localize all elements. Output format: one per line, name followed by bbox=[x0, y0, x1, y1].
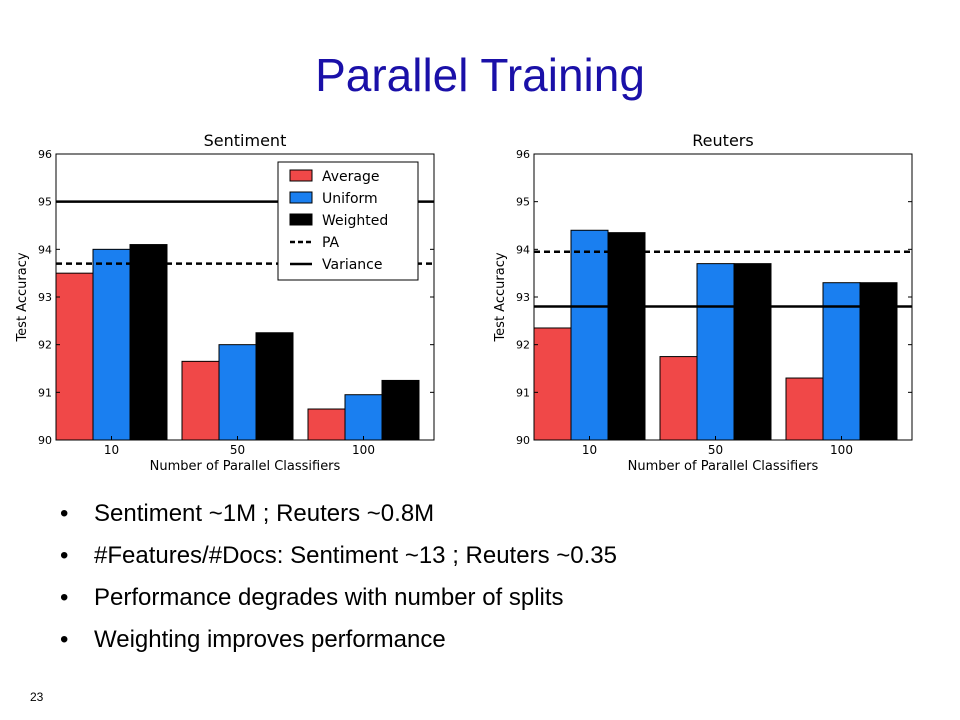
sentiment-legend-label: Uniform bbox=[322, 191, 378, 207]
sentiment-legend-swatch-uniform bbox=[289, 191, 313, 204]
sentiment-bar-uniform-100 bbox=[344, 394, 383, 441]
reuters-bar-uniform-50 bbox=[696, 263, 735, 441]
reuters-x-tick-label: 50 bbox=[708, 443, 723, 457]
reuters-bar-average-50 bbox=[659, 356, 698, 441]
reuters-y-axis-label: Test Accuracy bbox=[493, 252, 508, 342]
bullet-item: Sentiment ~1M ; Reuters ~0.8M bbox=[60, 500, 617, 528]
sentiment-chart: 10 50 100 90 91 92 93 94 95 96 Sentiment Number of … bbox=[6, 118, 476, 480]
reuters-y-tick-label: 96 bbox=[516, 148, 530, 161]
reuters-chart: 10 50 100 90 91 92 93 94 95 96 Reuters Number of Pa… bbox=[484, 118, 954, 480]
slide-title: Parallel Training bbox=[315, 49, 645, 101]
reuters-y-tick-label: 95 bbox=[516, 196, 530, 209]
sentiment-y-tick-label: 94 bbox=[38, 243, 52, 256]
reuters-bar-uniform-100 bbox=[822, 282, 861, 441]
reuters-y-tick-label: 90 bbox=[516, 434, 530, 447]
sentiment-y-axis-label: Test Accuracy bbox=[15, 252, 30, 342]
sentiment-y-tick-label: 90 bbox=[38, 434, 52, 447]
sentiment-legend-label: Weighted bbox=[322, 213, 388, 229]
reuters-y-tick-label: 92 bbox=[516, 339, 530, 352]
sentiment-x-tick-label: 50 bbox=[230, 443, 245, 457]
sentiment-legend-label: Average bbox=[322, 169, 380, 185]
sentiment-y-tick-label: 91 bbox=[38, 386, 52, 399]
reuters-y-tick-label: 94 bbox=[516, 243, 530, 256]
sentiment-bar-average-100 bbox=[307, 408, 346, 441]
reuters-bar-average-100 bbox=[785, 377, 824, 441]
sentiment-bar-average-10 bbox=[55, 272, 94, 441]
reuters-x-tick-label: 10 bbox=[582, 443, 597, 457]
reuters-bar-weighted-50 bbox=[733, 263, 772, 441]
reuters-x-axis-label: Number of Parallel Classifiers bbox=[628, 459, 819, 474]
sentiment-x-axis-label: Number of Parallel Classifiers bbox=[150, 459, 341, 474]
sentiment-bar-weighted-50 bbox=[255, 332, 294, 441]
bullet-item: Performance degrades with number of spli… bbox=[60, 584, 617, 612]
reuters-bar-uniform-10 bbox=[570, 229, 609, 441]
sentiment-legend-label: PA bbox=[322, 235, 340, 251]
reuters-bar-weighted-10 bbox=[607, 232, 646, 441]
page-number: 23 bbox=[30, 690, 44, 704]
sentiment-x-tick-label: 100 bbox=[352, 443, 375, 457]
sentiment-bar-weighted-100 bbox=[381, 379, 420, 441]
sentiment-title: Sentiment bbox=[204, 131, 287, 150]
bullet-item: #Features/#Docs: Sentiment ~13 ; Reuters… bbox=[60, 542, 617, 570]
sentiment-legend-swatch-average bbox=[289, 169, 313, 182]
reuters-bar-weighted-100 bbox=[859, 282, 898, 441]
reuters-chart-svg: 10 50 100 90 91 92 93 94 95 96 Reuters Number of Pa… bbox=[493, 131, 913, 474]
sentiment-bar-weighted-10 bbox=[129, 244, 168, 441]
sentiment-bar-uniform-10 bbox=[92, 248, 131, 441]
reuters-x-tick-label: 100 bbox=[830, 443, 853, 457]
sentiment-bar-average-50 bbox=[181, 360, 220, 441]
sentiment-bar-uniform-50 bbox=[218, 344, 257, 441]
reuters-title: Reuters bbox=[692, 131, 753, 150]
sentiment-legend-swatch-weighted bbox=[289, 213, 313, 226]
reuters-y-tick-label: 91 bbox=[516, 386, 530, 399]
reuters-y-tick-label: 93 bbox=[516, 291, 530, 304]
bullet-item: Weighting improves performance bbox=[60, 626, 617, 654]
sentiment-x-tick-label: 10 bbox=[104, 443, 119, 457]
sentiment-y-tick-label: 93 bbox=[38, 291, 52, 304]
bullet-list: Sentiment ~1M ; Reuters ~0.8M #Features/… bbox=[60, 500, 617, 668]
sentiment-chart-svg: 10 50 100 90 91 92 93 94 95 96 Sentiment Number of … bbox=[15, 131, 435, 474]
sentiment-legend-label: Variance bbox=[322, 257, 382, 273]
reuters-bar-average-10 bbox=[533, 327, 572, 441]
sentiment-y-tick-label: 92 bbox=[38, 339, 52, 352]
sentiment-y-tick-label: 95 bbox=[38, 196, 52, 209]
sentiment-y-tick-label: 96 bbox=[38, 148, 52, 161]
